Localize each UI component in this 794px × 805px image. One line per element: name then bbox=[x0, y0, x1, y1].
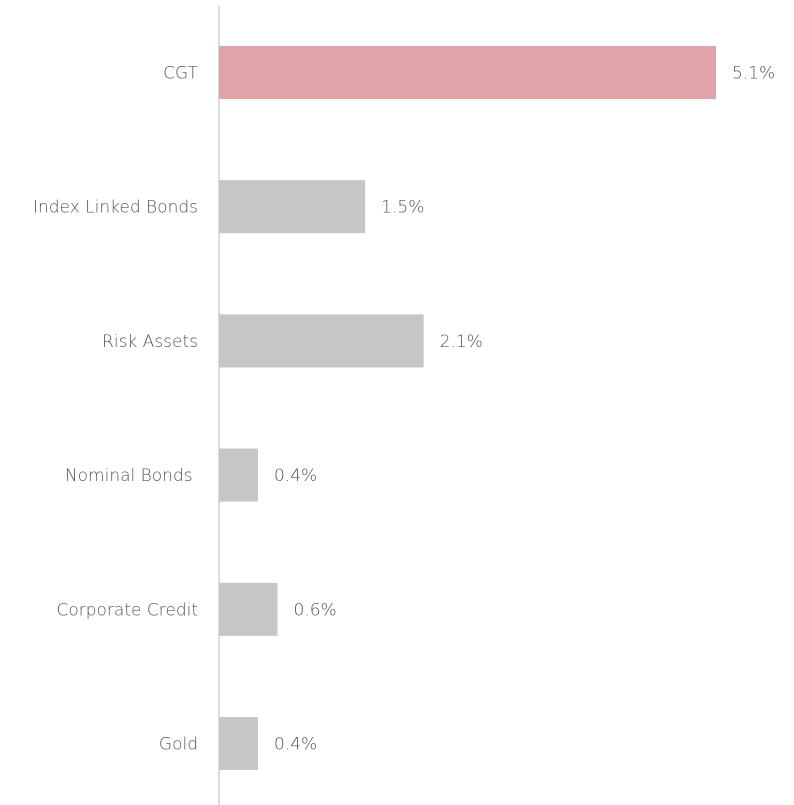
bar-5 bbox=[219, 717, 258, 770]
value-labels-group: 5.1% 1.5% 2.1% 0.4% 0.6% 0.4% bbox=[274, 64, 775, 755]
bars-group bbox=[219, 46, 716, 770]
bar-3 bbox=[219, 448, 258, 502]
bar-0 bbox=[219, 46, 716, 99]
category-label-0: CGT bbox=[163, 64, 198, 84]
bar-1 bbox=[219, 180, 366, 234]
bar-4 bbox=[219, 582, 278, 636]
bar-2 bbox=[219, 314, 424, 368]
category-label-1: Index Linked Bonds bbox=[33, 198, 198, 218]
category-label-4: Corporate Credit bbox=[56, 600, 198, 620]
value-label-5: 0.4% bbox=[274, 735, 317, 755]
value-label-2: 2.1% bbox=[440, 332, 483, 352]
category-label-3: Nominal Bonds bbox=[65, 466, 198, 486]
category-labels-group: CGT Index Linked Bonds Risk Assets Nominal … bbox=[33, 64, 199, 755]
category-label-2: Risk Assets bbox=[102, 332, 198, 352]
value-label-3: 0.4% bbox=[274, 466, 317, 486]
value-label-0: 5.1% bbox=[732, 64, 775, 84]
category-label-5: Gold bbox=[159, 735, 198, 755]
value-label-1: 1.5% bbox=[381, 198, 424, 218]
value-label-4: 0.6% bbox=[293, 600, 336, 620]
